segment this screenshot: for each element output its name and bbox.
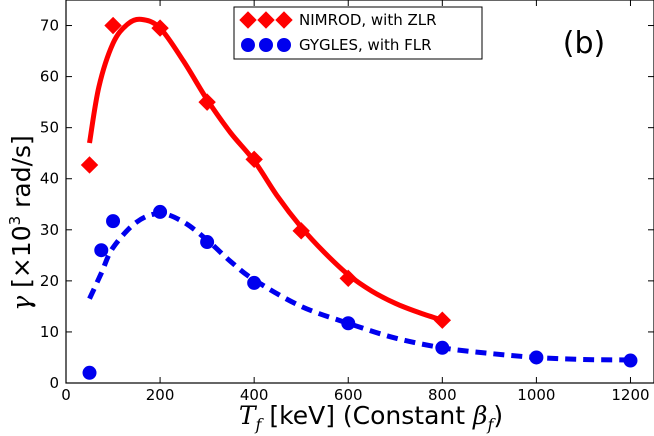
data-point-0 [433,311,452,329]
data-point-1 [341,316,356,331]
x-tick-label: 200 [146,386,175,404]
data-point-0 [151,19,169,37]
data-point-1 [247,275,262,290]
series-line-0 [87,16,444,323]
y-tick-label: 60 [40,68,59,86]
legend-marker-diamond [275,11,293,29]
data-point-0 [198,93,216,111]
data-point-0 [339,269,357,288]
x-tick-label: 600 [334,386,363,404]
y-tick-label: 30 [40,221,59,239]
y-tick-label: 10 [40,323,59,341]
x-axis-label: Tf [keV] (Constant βf) [239,401,503,434]
xlabel-text: [keV] (Constant [261,401,473,430]
plot-frame [65,0,654,384]
x-tick-label: 800 [428,386,457,404]
x-tick-label: 0 [61,386,71,404]
plot-lines [87,16,631,363]
data-point-0 [104,16,122,35]
data-point-0 [245,150,263,169]
data-point-1 [529,350,544,365]
legend-label-gygles: GYGLES, with FLR [299,36,432,54]
ylabel-text-close: rad/s] [7,135,36,216]
legend-box [233,6,483,60]
y-axis-label: γ [×103 rad/s] [6,135,36,311]
xlabel-subscript2: f [486,415,496,434]
series-line-1 [87,210,631,363]
panel-label: (b) [563,26,605,61]
data-point-1 [94,243,109,258]
y-tick-label: 50 [40,119,59,137]
x-tick-label: 1000 [517,386,555,404]
legend-marker-diamond [239,11,257,29]
axis-ticks: 0 200 400 600 800 1000 1200 0 10 20 30 40 50 60 70 [40,0,654,404]
y-tick-label: 70 [40,17,59,35]
legend-label-nimrod: NIMROD, with ZLR [299,11,437,29]
legend-marker-circle [277,38,291,52]
data-point-0 [80,156,99,174]
data-point-0 [292,222,310,240]
xlabel-close: ) [493,401,503,430]
data-point-1 [200,235,215,250]
x-tick-label: 1200 [611,386,649,404]
ylabel-symbol: γ [7,296,36,311]
data-point-1 [435,340,450,355]
plot-markers [80,16,638,380]
legend-marker-circle [259,38,273,52]
xlabel-symbol2: β [472,401,487,430]
legend-symbol-nimrod [239,11,293,29]
data-point-1 [106,214,121,229]
x-tick-label: 400 [240,386,269,404]
legend-marker-diamond [257,11,275,29]
ylabel-superscript: 3 [6,216,24,226]
legend-marker-circle [241,38,255,52]
xlabel-symbol: T [239,401,258,430]
y-tick-label: 40 [40,170,59,188]
xlabel-subscript: f [255,415,265,434]
data-point-1 [82,365,97,380]
legend-symbol-gygles [241,38,291,52]
data-point-1 [623,353,638,368]
ylabel-text-open: [×10 [7,225,36,295]
y-tick-label: 0 [49,374,59,392]
data-point-1 [153,204,168,219]
legend: NIMROD, with ZLR GYGLES, with FLR [233,6,483,60]
y-tick-label: 20 [40,272,59,290]
